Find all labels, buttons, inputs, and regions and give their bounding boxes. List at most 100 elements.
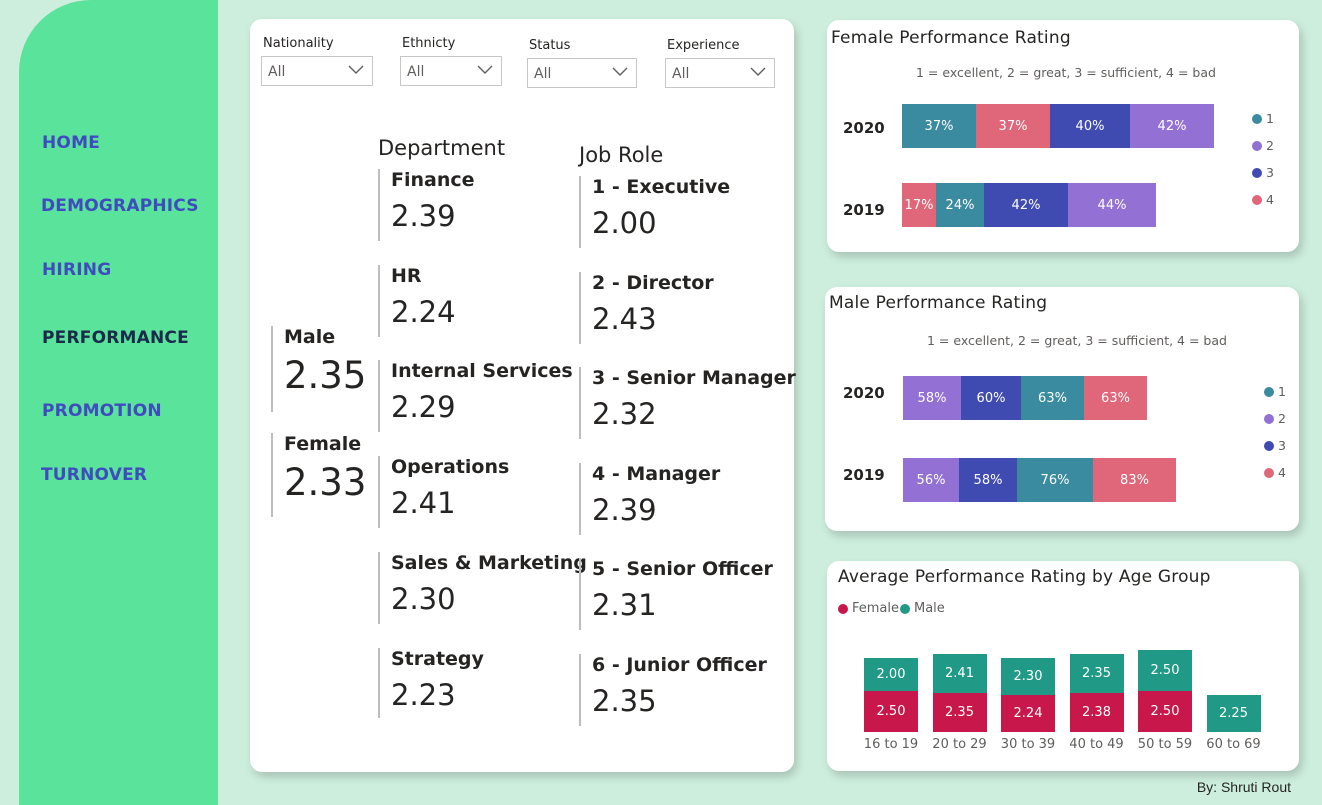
legend-label: 4: [1278, 465, 1286, 480]
bar-female[interactable]: 2.50: [1138, 691, 1192, 732]
bar-male[interactable]: 2.30: [1001, 657, 1055, 696]
filter-experience: Experience All: [665, 38, 775, 88]
bar-segment-rating-3[interactable]: 60%: [961, 376, 1021, 420]
legend-dot-icon: [1264, 467, 1274, 478]
nav-demographics[interactable]: DEMOGRAPHICS: [41, 196, 199, 216]
filter-nationality-select[interactable]: All: [261, 56, 373, 86]
bar-segment-rating-4[interactable]: 63%: [1084, 376, 1147, 420]
kpi-job-role: 5 - Senior Officer 2.31: [579, 558, 773, 630]
legend-item-rating-4[interactable]: 4: [1252, 192, 1274, 207]
kpi-department: Internal Services 2.29: [378, 360, 573, 432]
bar-segment-rating-2[interactable]: 56%: [903, 458, 959, 502]
bar-segment-rating-2[interactable]: 42%: [1130, 104, 1214, 148]
bar-male[interactable]: 2.25: [1206, 695, 1261, 732]
kpi-value: 2.31: [592, 588, 657, 622]
nav-promotion[interactable]: PROMOTION: [42, 401, 162, 421]
filter-status-select[interactable]: All: [527, 58, 637, 88]
bar-male[interactable]: 2.00: [864, 658, 918, 691]
kpi-value: 2.23: [391, 678, 456, 712]
bar-segment-rating-1[interactable]: 24%: [936, 183, 984, 227]
age-chart-card: Average Performance Rating by Age Group …: [827, 561, 1299, 771]
kpi-label: Finance: [391, 169, 475, 191]
kpi-label: Internal Services: [391, 360, 573, 382]
bar-segment-rating-3[interactable]: 40%: [1050, 104, 1130, 148]
legend-item-rating-3[interactable]: 3: [1264, 438, 1286, 453]
kpi-male: Male 2.35: [271, 326, 366, 412]
filter-nationality: Nationality All: [261, 36, 373, 86]
kpi-department: Strategy 2.23: [378, 648, 484, 718]
female-rating-card: Female Performance Rating 1 = excellent,…: [827, 20, 1299, 252]
legend-item-rating-3[interactable]: 3: [1252, 165, 1274, 180]
legend-dot-icon: [1252, 140, 1262, 151]
kpi-job-role: 4 - Manager 2.39: [579, 463, 720, 535]
bar-segment-rating-1[interactable]: 37%: [902, 104, 976, 148]
kpi-card: Nationality All Ethnicty All Status All …: [250, 19, 796, 772]
legend-label: 2: [1278, 411, 1286, 426]
x-tick-label: 20 to 29: [932, 737, 987, 752]
kpi-job-role: 3 - Senior Manager 2.32: [579, 367, 796, 439]
kpi-label: Sales & Marketing: [391, 552, 587, 574]
bar-segment-rating-4[interactable]: 17%: [902, 183, 936, 227]
male-chart-subtitle: 1 = excellent, 2 = great, 3 = sufficient…: [927, 333, 1227, 348]
x-tick-label: 50 to 59: [1137, 737, 1193, 752]
kpi-value: 2.30: [391, 582, 456, 616]
bar-male[interactable]: 2.41: [932, 653, 987, 694]
bar-segment-rating-2[interactable]: 44%: [1068, 183, 1156, 227]
kpi-label: 5 - Senior Officer: [592, 558, 773, 580]
legend-item-rating-1[interactable]: 1: [1264, 384, 1286, 399]
nav-hiring[interactable]: HIRING: [42, 260, 112, 280]
kpi-label: 3 - Senior Manager: [592, 367, 796, 389]
kpi-label: HR: [391, 265, 422, 287]
kpi-value: 2.35: [284, 354, 367, 397]
bar-segment-rating-1[interactable]: 76%: [1017, 458, 1093, 502]
legend-item-rating-2[interactable]: 2: [1264, 411, 1286, 426]
nav-performance[interactable]: PERFORMANCE: [42, 328, 189, 348]
legend-label: Male: [914, 601, 945, 616]
legend-dot-icon: [1252, 113, 1262, 124]
x-tick-label: 40 to 49: [1069, 737, 1124, 752]
filter-experience-value: All: [672, 66, 690, 82]
filter-nationality-value: All: [268, 64, 286, 80]
bar-female[interactable]: 2.24: [1001, 695, 1055, 732]
bar-male[interactable]: 2.50: [1138, 650, 1192, 691]
filter-experience-select[interactable]: All: [665, 58, 775, 88]
legend-label: 4: [1266, 192, 1274, 207]
kpi-value: 2.24: [391, 295, 456, 329]
nav-home[interactable]: HOME: [42, 133, 101, 153]
legend-item-rating-2[interactable]: 2: [1252, 138, 1274, 153]
chevron-down-icon: [750, 67, 766, 76]
filter-status: Status All: [527, 38, 637, 88]
kpi-label: 4 - Manager: [592, 463, 721, 485]
chevron-down-icon: [348, 65, 364, 74]
kpi-value: 2.32: [592, 397, 657, 431]
bar-segment-rating-1[interactable]: 63%: [1021, 376, 1084, 420]
kpi-label: Male: [284, 326, 336, 348]
bar-female[interactable]: 2.38: [1069, 692, 1124, 732]
job-role-title: Job Role: [579, 143, 664, 167]
kpi-value: 2.39: [592, 493, 657, 527]
legend-item-rating-1[interactable]: 1: [1252, 111, 1274, 126]
filter-ethnicity-select[interactable]: All: [400, 56, 502, 86]
bar-segment-rating-3[interactable]: 58%: [959, 458, 1017, 502]
bar-female[interactable]: 2.50: [864, 691, 918, 732]
nav-turnover[interactable]: TURNOVER: [41, 465, 148, 485]
bar-female[interactable]: 2.35: [932, 693, 987, 732]
bar-segment-rating-2[interactable]: 58%: [903, 376, 961, 420]
age-legend-female: Female: [838, 601, 899, 616]
age-legend-male: Male: [900, 601, 945, 616]
bar-segment-rating-4[interactable]: 83%: [1093, 458, 1176, 502]
legend-item-rating-4[interactable]: 4: [1264, 465, 1286, 480]
kpi-department: HR 2.24: [378, 265, 456, 337]
legend-label: 1: [1278, 384, 1286, 399]
x-tick-label: 30 to 39: [1000, 737, 1056, 752]
bar-male[interactable]: 2.35: [1069, 654, 1124, 693]
bar-segment-rating-4[interactable]: 37%: [976, 104, 1050, 148]
legend-label: 1: [1266, 111, 1274, 126]
filter-status-value: All: [534, 66, 552, 82]
legend-label: 3: [1266, 165, 1274, 180]
year-label: 2020: [843, 384, 885, 402]
bar-segment-rating-3[interactable]: 42%: [984, 183, 1068, 227]
kpi-department: Finance 2.39: [378, 169, 475, 241]
legend-label: 3: [1278, 438, 1286, 453]
filter-experience-label: Experience: [667, 38, 740, 53]
